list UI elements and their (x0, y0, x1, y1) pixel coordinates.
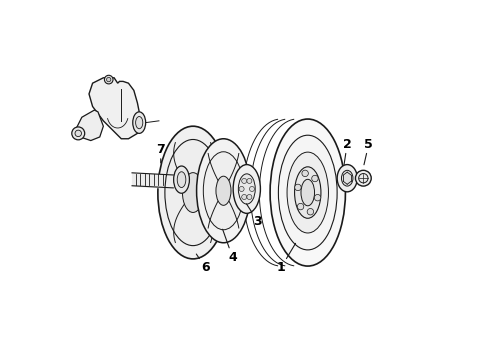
Circle shape (247, 179, 252, 184)
Ellipse shape (337, 165, 357, 192)
Ellipse shape (182, 173, 203, 212)
Circle shape (294, 184, 301, 191)
Ellipse shape (136, 117, 143, 129)
Ellipse shape (203, 152, 244, 230)
Circle shape (239, 186, 244, 192)
Circle shape (104, 75, 113, 84)
Polygon shape (89, 78, 141, 139)
Text: 1: 1 (276, 243, 295, 274)
Ellipse shape (270, 119, 345, 266)
Ellipse shape (158, 126, 228, 259)
Circle shape (249, 186, 254, 192)
Circle shape (107, 77, 111, 82)
Text: 6: 6 (196, 254, 210, 274)
Ellipse shape (359, 174, 368, 183)
Circle shape (315, 194, 321, 201)
Text: 2: 2 (343, 138, 352, 165)
Ellipse shape (278, 135, 337, 250)
Circle shape (302, 170, 308, 177)
Ellipse shape (355, 170, 371, 186)
Ellipse shape (287, 152, 328, 233)
Circle shape (242, 194, 246, 199)
Circle shape (247, 194, 252, 199)
Polygon shape (76, 110, 103, 140)
Ellipse shape (177, 172, 186, 188)
Ellipse shape (196, 139, 250, 243)
Ellipse shape (216, 176, 231, 205)
Circle shape (242, 179, 246, 184)
Ellipse shape (233, 165, 260, 213)
Circle shape (75, 130, 81, 136)
Text: 4: 4 (222, 229, 237, 264)
Text: 7: 7 (156, 143, 165, 163)
Ellipse shape (173, 166, 190, 193)
Circle shape (297, 203, 304, 210)
Ellipse shape (238, 174, 255, 204)
Ellipse shape (342, 170, 353, 186)
Circle shape (307, 208, 314, 215)
Text: 3: 3 (246, 204, 262, 228)
Ellipse shape (294, 167, 321, 218)
Ellipse shape (301, 179, 315, 206)
Ellipse shape (165, 139, 221, 246)
Circle shape (72, 127, 85, 140)
Circle shape (312, 175, 318, 182)
Ellipse shape (133, 112, 146, 134)
Text: 5: 5 (364, 138, 373, 165)
